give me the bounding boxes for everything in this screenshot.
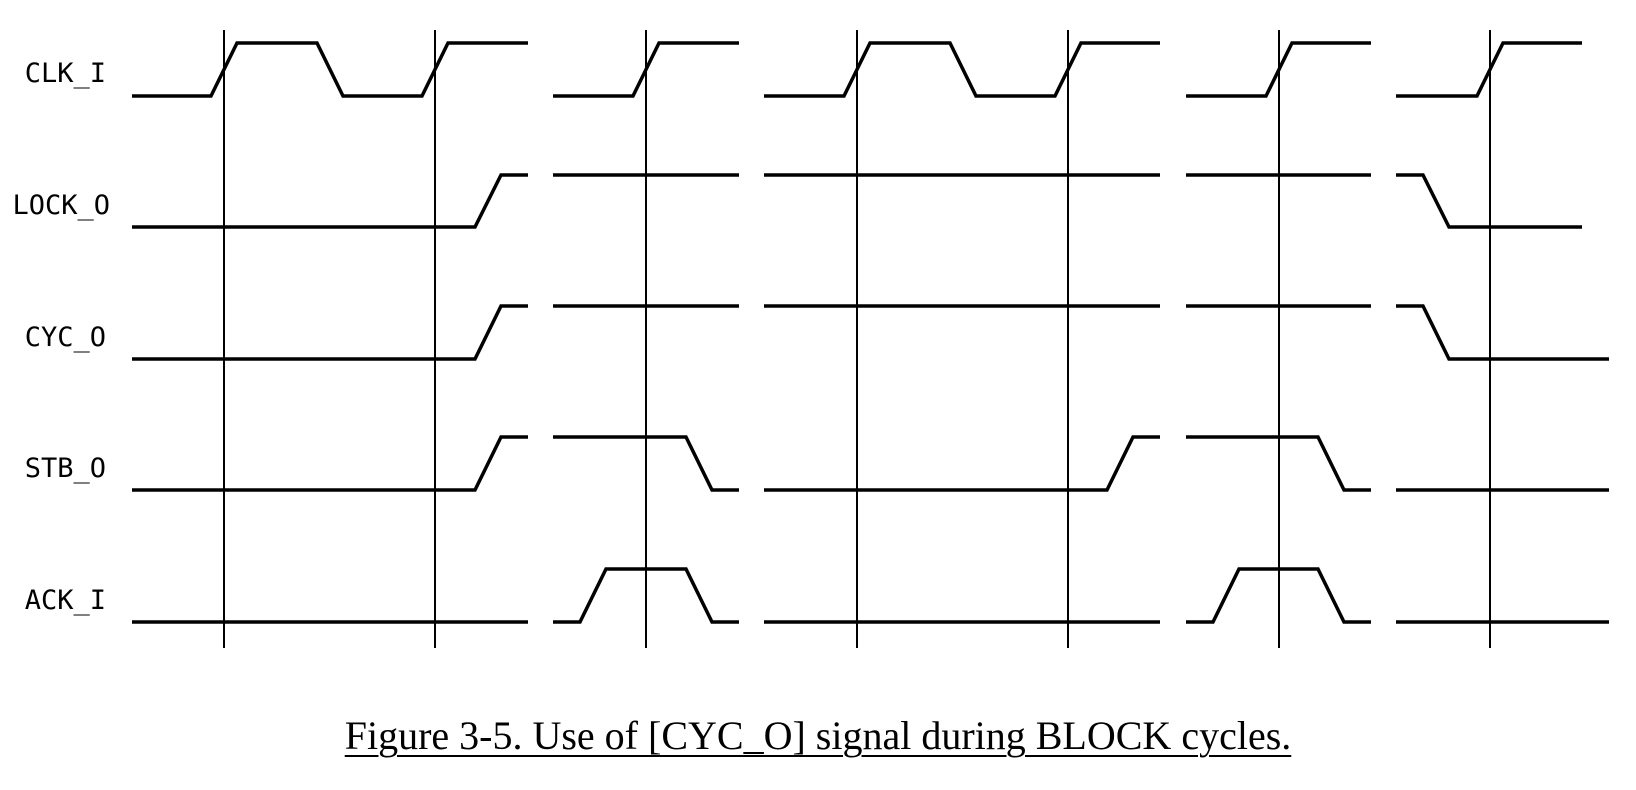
waveform-clk-i-seg-2 xyxy=(553,41,739,98)
signal-label-lock-o: LOCK_O xyxy=(12,190,110,221)
waveform-stb-o-seg-1 xyxy=(132,435,528,492)
waveform-lock-o-seg-5 xyxy=(1396,173,1582,229)
waveform-lock-o-seg-1 xyxy=(132,173,528,229)
waveform-clk-i-seg-3 xyxy=(764,41,1160,98)
signal-label-stb-o: STB_O xyxy=(25,453,106,484)
waveform-cyc-o-seg-1 xyxy=(132,304,528,361)
signal-label-cyc-o: CYC_O xyxy=(25,322,106,353)
timing-diagram: CLK_I LOCK_O CYC_O STB_O ACK_I xyxy=(12,30,1609,648)
waveform-stb-o-seg-3 xyxy=(764,435,1160,492)
waveform-stb-o-seg-2 xyxy=(553,435,739,492)
waveform-clk-i-seg-1 xyxy=(132,41,528,98)
waveform-clk-i-seg-5 xyxy=(1396,41,1582,98)
figure-caption: Figure 3-5. Use of [CYC_O] signal during… xyxy=(344,713,1292,758)
waveform-ack-i-seg-4 xyxy=(1186,567,1371,624)
signal-label-ack-i: ACK_I xyxy=(25,585,106,616)
waveform-stb-o-seg-4 xyxy=(1186,435,1371,492)
clock-edge-markers xyxy=(223,30,1491,648)
waveform-ack-i-seg-2 xyxy=(553,567,739,624)
waveform-cyc-o-seg-5 xyxy=(1396,304,1609,361)
signal-label-clk-i: CLK_I xyxy=(25,58,106,89)
waveform-clk-i-seg-4 xyxy=(1186,41,1371,98)
